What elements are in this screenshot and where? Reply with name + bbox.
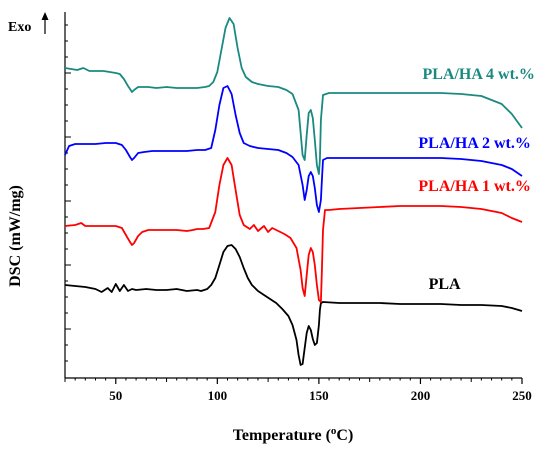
series-line-pla-ha-2-wt- — [64, 85, 523, 213]
x-tick-label-150: 150 — [309, 388, 329, 403]
series-line-pla — [64, 244, 523, 366]
series-label-pla: PLA — [429, 276, 461, 293]
x-axis-title: Temperature (oC) — [233, 425, 354, 444]
series-label-pla-ha-2-wt-: PLA/HA 2 wt.% — [418, 135, 530, 152]
x-axis-ticks: 50 100 150 200 250 — [64, 378, 532, 403]
series-line-pla-ha-4-wt- — [64, 17, 523, 175]
series-layer — [64, 17, 523, 366]
series-label-pla-ha-4-wt-: PLA/HA 4 wt.% — [422, 66, 534, 83]
exo-indicator: Exo — [8, 12, 49, 35]
exo-label: Exo — [8, 20, 31, 35]
x-axis-title-main: Temperature ( — [233, 427, 331, 444]
series-labels: PLA/HA 4 wt.% PLA/HA 2 wt.% PLA/HA 1 wt.% P… — [418, 66, 535, 293]
x-tick-label-200: 200 — [411, 388, 431, 403]
series-label-pla-ha-1-wt-: PLA/HA 1 wt.% — [418, 178, 530, 195]
exo-arrow-head-icon — [41, 12, 49, 20]
x-axis-title-unit: C) — [336, 427, 353, 444]
x-tick-label-100: 100 — [208, 388, 228, 403]
series-line-pla-ha-1-wt- — [64, 157, 523, 303]
y-axis-ticks — [65, 24, 71, 362]
y-axis-title: DSC (mW/mg) — [7, 185, 24, 287]
x-axis-title-degree: o — [331, 425, 337, 437]
x-tick-label-250: 250 — [512, 388, 532, 403]
x-tick-label-50: 50 — [109, 388, 122, 403]
